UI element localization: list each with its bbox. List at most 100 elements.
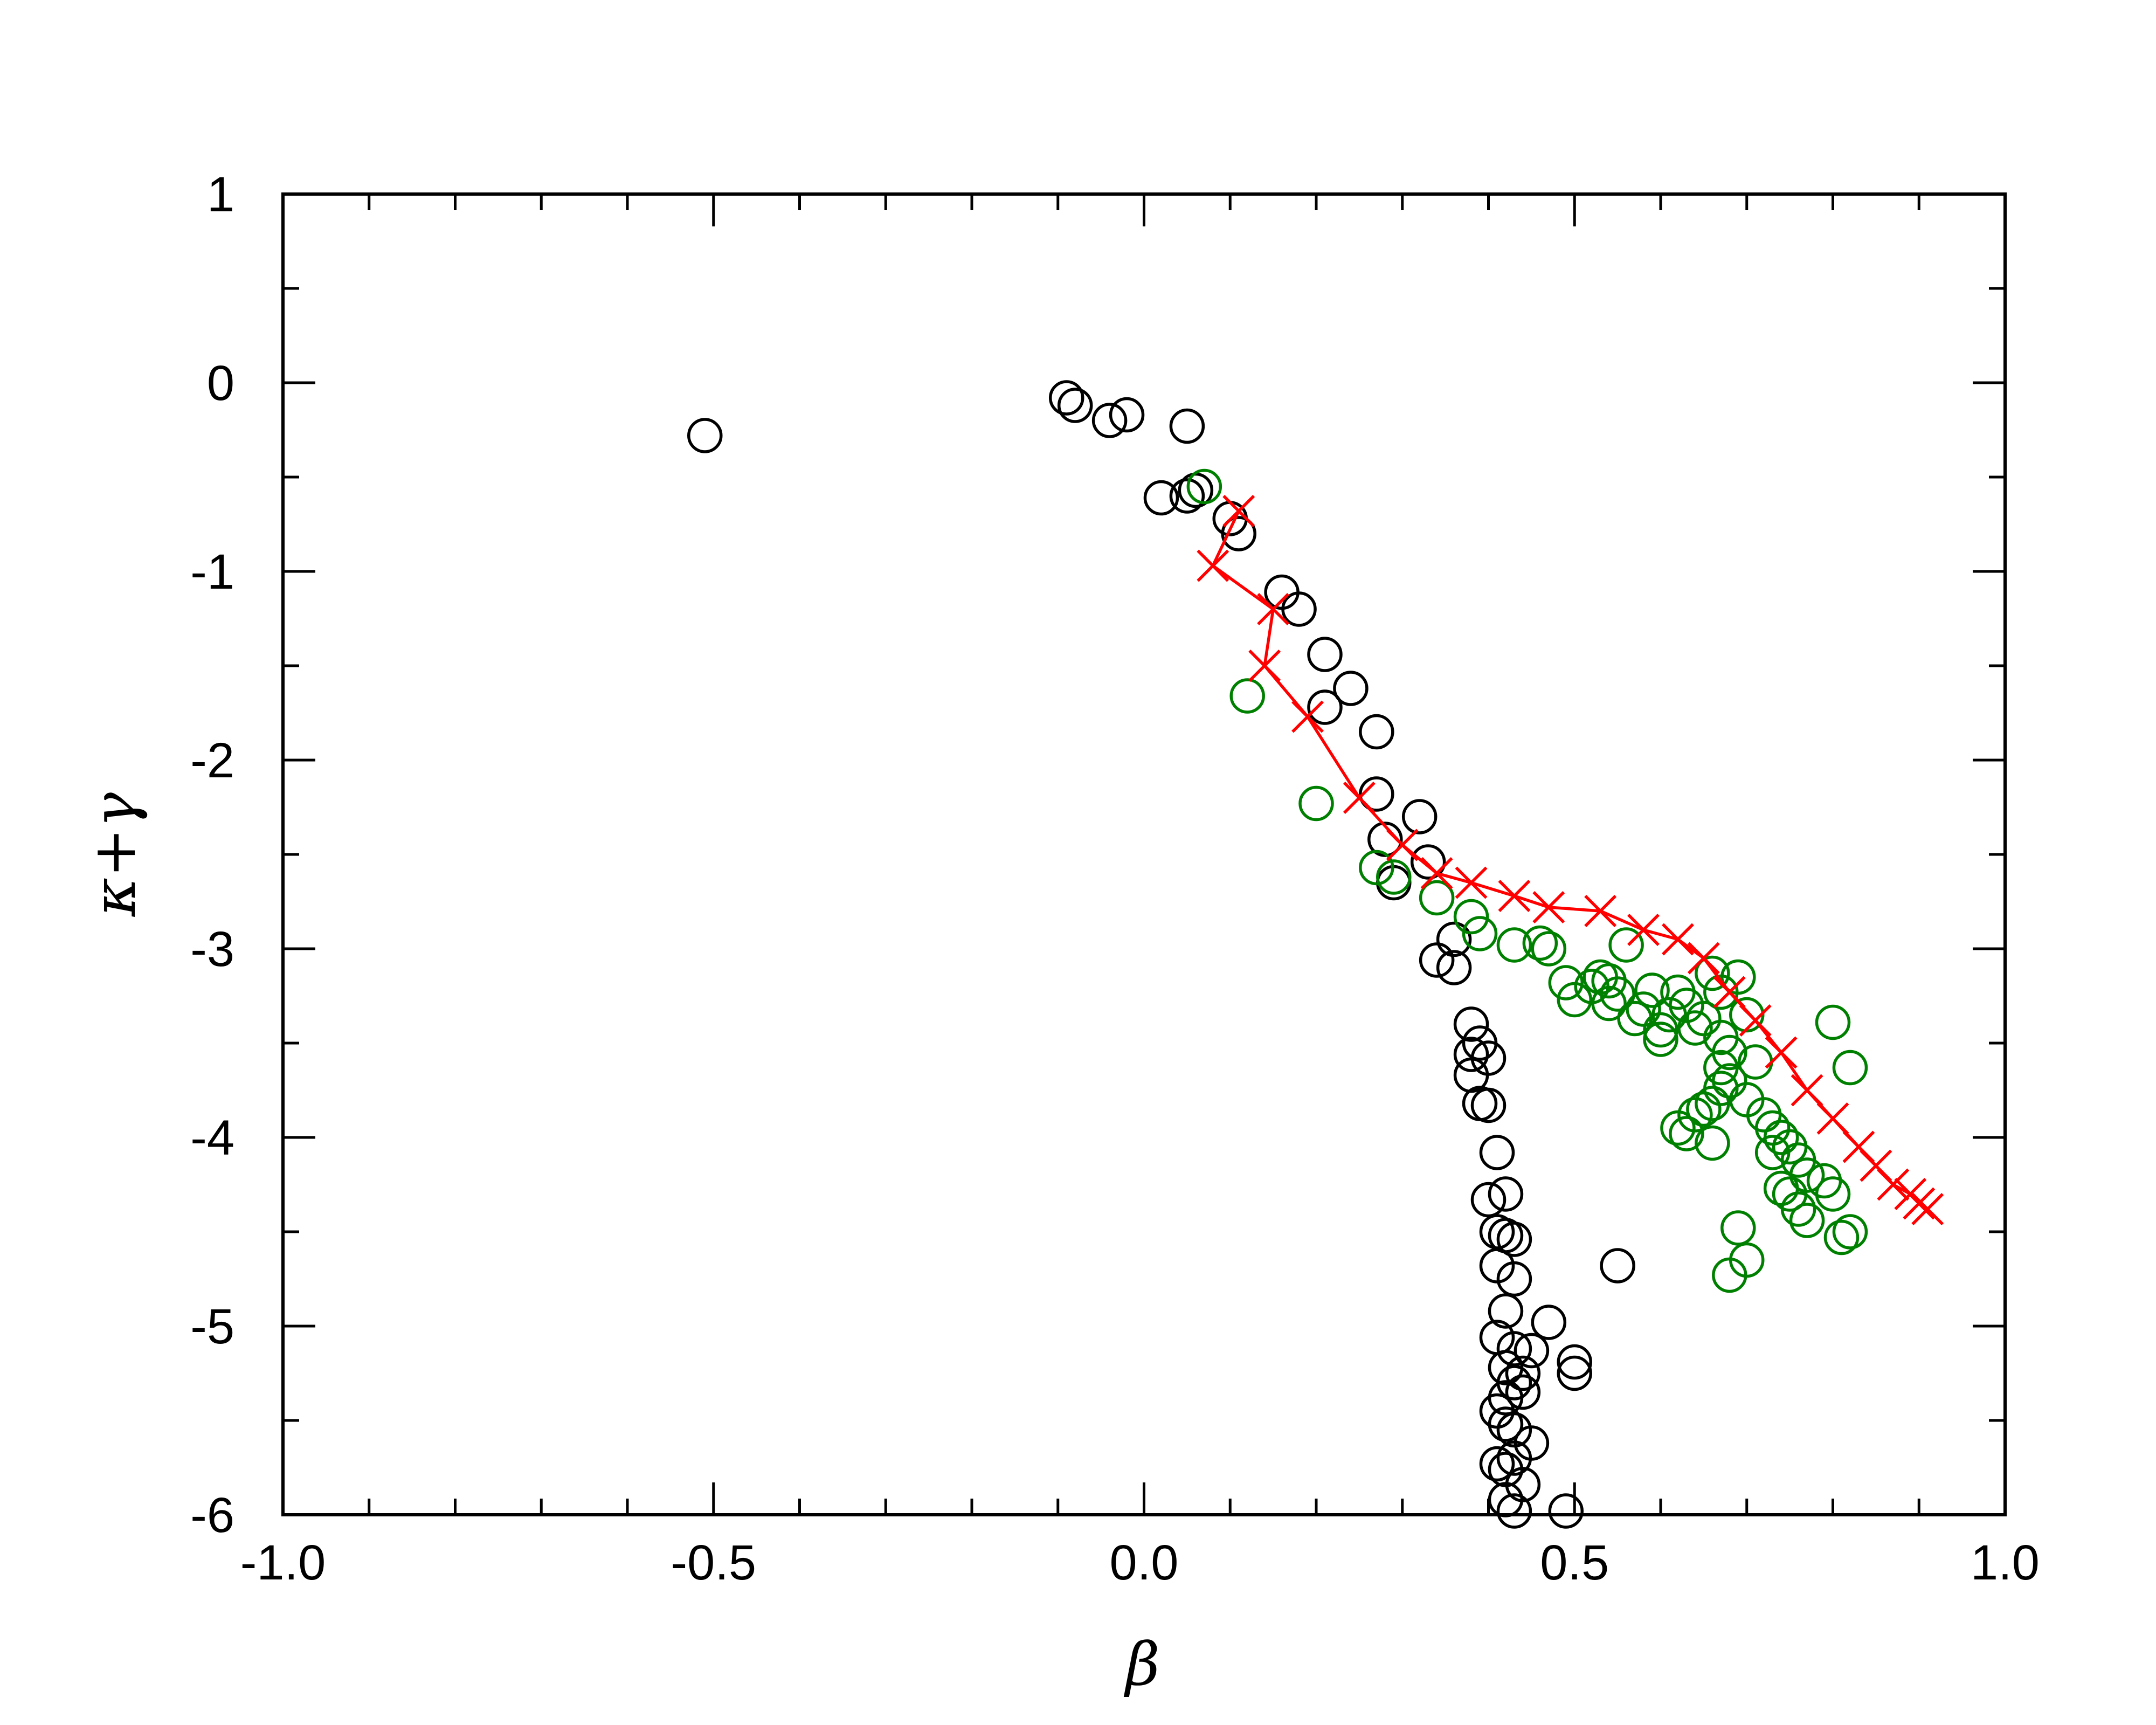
data-point bbox=[1453, 899, 1489, 935]
data-point bbox=[1496, 1261, 1532, 1297]
data-point bbox=[1420, 857, 1453, 889]
data-point bbox=[1307, 689, 1343, 725]
data-point bbox=[1048, 380, 1084, 416]
data-point bbox=[1186, 468, 1222, 505]
y-tick-label: -6 bbox=[190, 1488, 234, 1543]
data-point bbox=[1608, 927, 1644, 963]
data-point bbox=[1488, 1176, 1524, 1212]
axis-ticks bbox=[281, 192, 2007, 1516]
data-point bbox=[1436, 921, 1472, 957]
data-point bbox=[1470, 1182, 1507, 1218]
y-axis-label: κ+γ bbox=[80, 792, 149, 917]
data-point bbox=[1091, 403, 1128, 438]
data-point bbox=[1591, 985, 1627, 1022]
data-point bbox=[1109, 397, 1145, 433]
data-point bbox=[1229, 678, 1265, 714]
data-point bbox=[1754, 1135, 1791, 1170]
data-point bbox=[1832, 1050, 1868, 1086]
data-point bbox=[1419, 880, 1455, 916]
data-point bbox=[1626, 991, 1661, 1027]
data-point bbox=[1600, 976, 1635, 1012]
data-point bbox=[1470, 1040, 1507, 1076]
data-point bbox=[1257, 593, 1290, 625]
data-point bbox=[1695, 955, 1730, 991]
data-point bbox=[1410, 844, 1446, 880]
data-point bbox=[1823, 1219, 1860, 1255]
data-point bbox=[1359, 850, 1394, 886]
data-point bbox=[1720, 959, 1756, 995]
data-point bbox=[687, 418, 723, 453]
y-tick-label: -5 bbox=[190, 1299, 234, 1354]
data-point bbox=[1877, 1168, 1910, 1201]
data-point bbox=[1479, 1135, 1515, 1170]
data-point bbox=[1720, 1210, 1756, 1246]
data-point bbox=[1479, 1446, 1515, 1482]
data-point bbox=[1627, 914, 1660, 946]
data-point bbox=[1488, 1293, 1524, 1329]
data-point bbox=[1789, 1203, 1825, 1238]
data-point bbox=[1695, 1086, 1730, 1121]
plot-frame bbox=[281, 192, 2007, 1516]
data-point bbox=[1488, 1406, 1524, 1442]
data-point bbox=[1660, 1110, 1696, 1146]
data-point bbox=[1713, 976, 1746, 1009]
data-point bbox=[1376, 859, 1412, 895]
data-point bbox=[1359, 776, 1394, 812]
data-point bbox=[1307, 637, 1343, 672]
data-point bbox=[1333, 671, 1369, 706]
y-tick-label: -3 bbox=[190, 922, 234, 977]
data-point bbox=[1281, 591, 1317, 627]
data-point bbox=[1496, 1493, 1532, 1529]
data-point bbox=[1522, 925, 1558, 961]
data-point bbox=[1548, 1493, 1584, 1529]
data-point bbox=[1496, 1331, 1532, 1367]
data-point bbox=[1197, 549, 1229, 582]
data-point bbox=[1496, 1222, 1532, 1257]
data-point bbox=[1169, 408, 1205, 444]
data-point bbox=[1677, 1010, 1713, 1046]
data-point bbox=[1662, 923, 1694, 956]
data-point bbox=[1419, 942, 1455, 978]
x-tick-label: -0.5 bbox=[671, 1535, 756, 1590]
data-point bbox=[1739, 1004, 1772, 1037]
data-point bbox=[1343, 782, 1376, 814]
data-point bbox=[1584, 895, 1617, 927]
data-point bbox=[1531, 931, 1567, 967]
data-point bbox=[1462, 1086, 1498, 1121]
data-point bbox=[1453, 1037, 1489, 1072]
data-point bbox=[1505, 1374, 1541, 1410]
x-tick-label: 0.0 bbox=[1110, 1535, 1179, 1590]
x-tick-label: 0.5 bbox=[1540, 1535, 1609, 1590]
data-point bbox=[1643, 1022, 1678, 1057]
x-tick-label: -1.0 bbox=[240, 1535, 326, 1590]
data-point bbox=[1911, 1193, 1944, 1225]
data-point bbox=[1222, 495, 1255, 527]
x-tick-label: 1.0 bbox=[1971, 1535, 2040, 1590]
data-point bbox=[1496, 1440, 1532, 1476]
y-tick-label: 0 bbox=[207, 356, 234, 411]
data-point bbox=[1815, 1004, 1851, 1040]
x-axis-label: β bbox=[1123, 1630, 1160, 1699]
data-point bbox=[1514, 1333, 1550, 1369]
data-point bbox=[1832, 1214, 1868, 1250]
series-0 bbox=[687, 380, 1635, 1529]
data-point bbox=[1498, 880, 1531, 912]
data-point bbox=[1548, 965, 1584, 1000]
y-tick-label: -2 bbox=[190, 733, 234, 788]
data-point bbox=[1453, 1006, 1489, 1042]
data-point bbox=[1815, 1176, 1851, 1212]
data-point bbox=[1401, 799, 1438, 834]
data-point bbox=[1455, 866, 1488, 899]
data-point bbox=[1695, 1125, 1730, 1161]
data-point bbox=[1903, 1187, 1936, 1220]
data-point bbox=[1532, 891, 1565, 923]
data-point bbox=[1264, 574, 1300, 610]
y-tick-label: -4 bbox=[190, 1110, 234, 1165]
data-point bbox=[1765, 1036, 1798, 1069]
data-point bbox=[1763, 1170, 1799, 1206]
data-point bbox=[1531, 1305, 1567, 1340]
data-point bbox=[1169, 478, 1205, 514]
data-point bbox=[1686, 1091, 1722, 1127]
data-point bbox=[1505, 1355, 1541, 1391]
data-point bbox=[1687, 942, 1720, 975]
